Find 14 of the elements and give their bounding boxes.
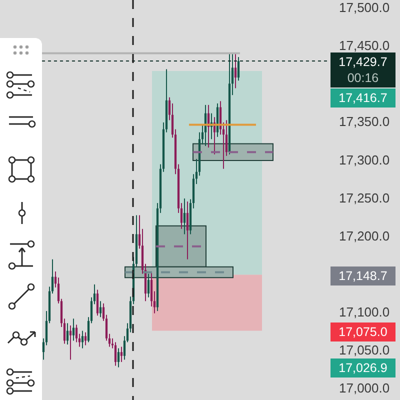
y-tick-label: 17,500.0 [339, 0, 390, 16]
y-tick-label: 17,200.0 [339, 228, 390, 244]
y-tick-label: 17,000.0 [339, 380, 390, 396]
y-tick-label: 17,050.0 [339, 342, 390, 358]
y-tick-label: 17,100.0 [339, 304, 390, 320]
text: 17,075.0 [338, 325, 388, 339]
y-tick-label: 17,250.0 [339, 190, 390, 206]
y-tick-label: 17,300.0 [339, 152, 390, 168]
text: 17,148.7 [338, 269, 388, 283]
y-tick-label: 17,450.0 [339, 38, 390, 54]
ref-line-label: 17,429.7 00:16 [338, 54, 388, 86]
text: 17,416.7 [338, 91, 388, 105]
text: 17,026.9 [338, 361, 388, 375]
y-tick-label: 17,350.0 [339, 114, 390, 130]
